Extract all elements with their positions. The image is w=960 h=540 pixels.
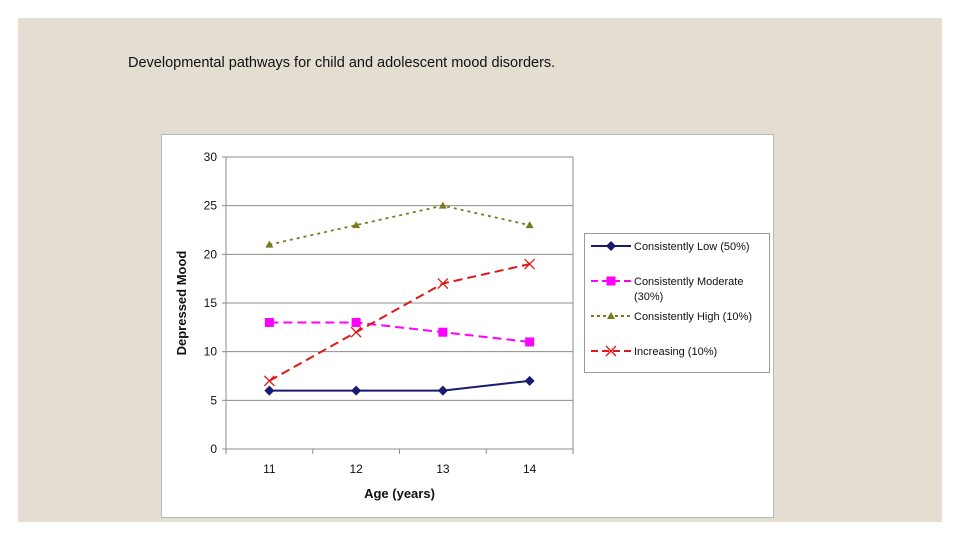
y-tick-label: 30 [204, 150, 218, 164]
legend-swatch [591, 241, 631, 251]
x-tick-label: 12 [349, 462, 363, 476]
data-point-series-2 [525, 337, 535, 347]
legend-marker [606, 276, 616, 286]
line-chart: 0 5 10 15 20 25 30 11 12 13 14 Age (years) Depressed… [174, 150, 574, 501]
legend-swatch [591, 276, 631, 286]
legend-label: Consistently High (10%) [634, 311, 752, 323]
data-point-series-4 [350, 326, 362, 338]
x-tick-label: 14 [523, 462, 537, 476]
data-point-series-1 [351, 385, 362, 396]
x-tick-label: 11 [263, 462, 276, 476]
legend-label: Consistently Moderate (30%) [634, 276, 744, 303]
x-axis-title: Age (years) [364, 486, 435, 501]
data-point-series-3 [438, 201, 447, 209]
series-line-1 [269, 379, 530, 392]
data-point-series-3 [352, 221, 361, 229]
data-point-series-4 [524, 258, 536, 270]
legend-label: Consistently Low (50%) [634, 241, 750, 253]
data-point-series-3 [525, 221, 534, 229]
y-tick-label: 10 [204, 345, 218, 359]
y-tick-label: 5 [210, 393, 217, 407]
x-tick-label: 13 [436, 462, 450, 476]
legend-marker [605, 345, 617, 357]
series-line-2 [269, 321, 530, 343]
y-axis-title: Depressed Mood [174, 251, 189, 356]
chart-legend: Consistently Low (50%) Consistently Moder… [584, 233, 770, 373]
data-point-series-4 [263, 375, 275, 387]
data-point-series-4 [437, 278, 449, 289]
legend-marker [607, 312, 615, 319]
legend-label: Increasing (10%) [634, 346, 718, 358]
legend-marker [606, 241, 616, 251]
legend-swatch [591, 345, 631, 357]
y-tick-label: 20 [204, 247, 218, 261]
data-point-series-1 [524, 375, 535, 386]
slide-title: Developmental pathways for child and ado… [128, 55, 556, 71]
data-point-series-2 [264, 317, 274, 327]
data-point-series-2 [438, 327, 448, 337]
series-line-3 [269, 204, 530, 246]
data-point-series-3 [265, 240, 274, 248]
y-tick-label: 25 [204, 199, 218, 213]
legend-swatch [591, 312, 631, 319]
y-tick-label: 0 [210, 442, 217, 456]
data-point-series-1 [437, 385, 448, 396]
series-line-4 [268, 263, 530, 382]
data-point-series-2 [351, 317, 361, 327]
data-point-series-1 [264, 385, 275, 396]
y-tick-label: 15 [204, 296, 218, 310]
